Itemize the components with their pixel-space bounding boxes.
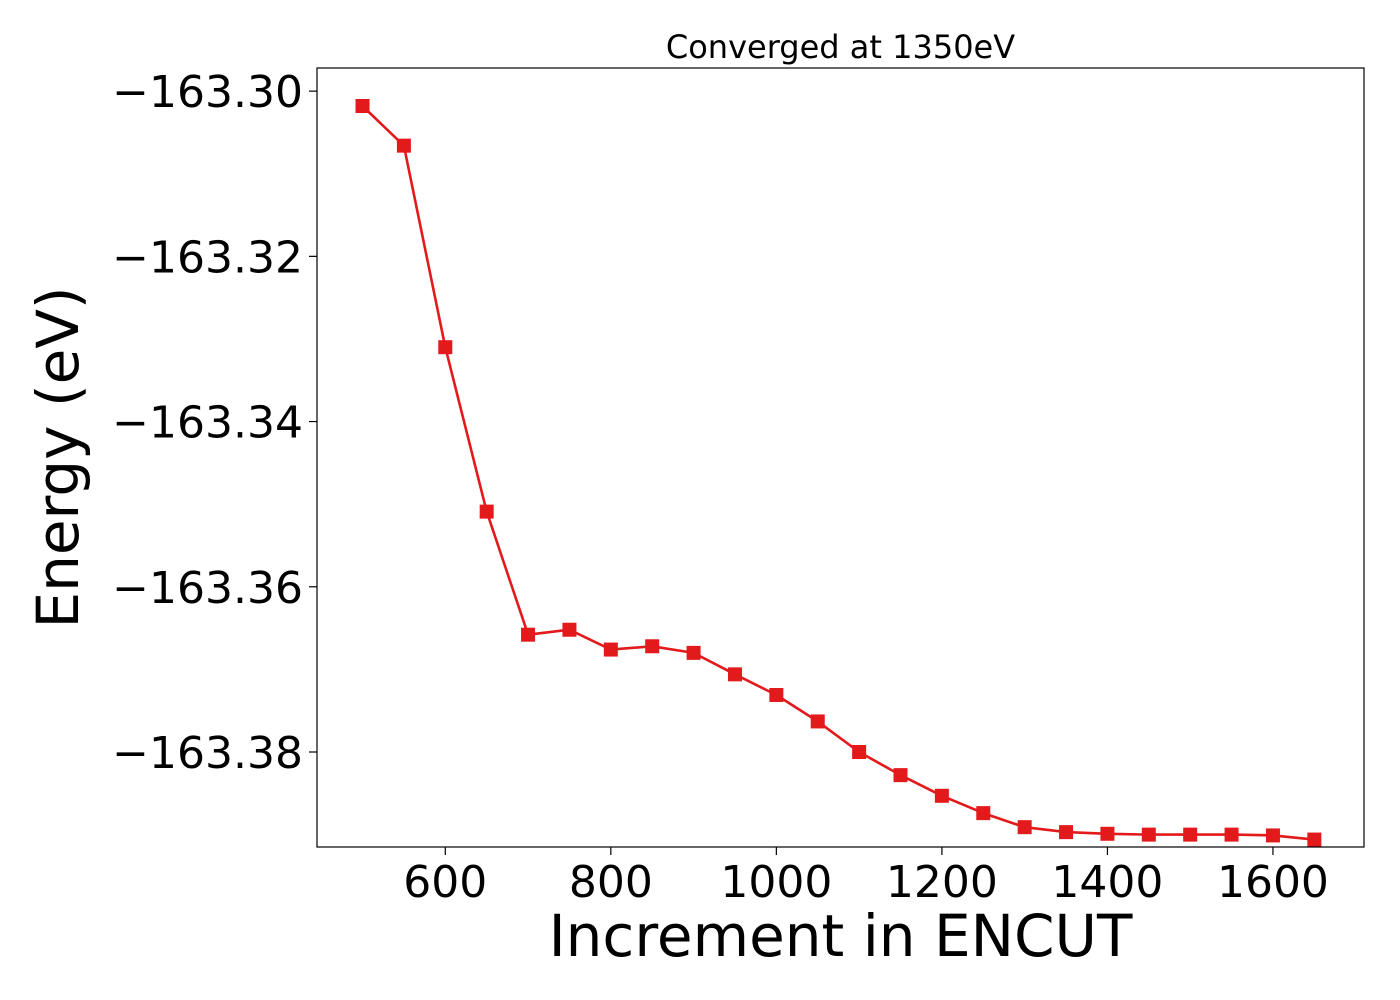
data-point-marker — [438, 340, 453, 355]
x-axis: 600 800 1000 1200 1400 1600 — [403, 847, 1329, 908]
data-point-marker — [1017, 820, 1032, 835]
plot-frame — [316, 67, 1365, 848]
data-point-marker — [893, 768, 908, 783]
y-tick-label: −163.38 — [112, 728, 303, 779]
data-point-marker — [1141, 827, 1156, 842]
data-point-marker — [396, 138, 411, 153]
data-point-marker — [562, 622, 577, 637]
data-point-marker — [1224, 827, 1239, 842]
y-tick-label: −163.36 — [112, 563, 303, 614]
x-tick-label: 1000 — [720, 857, 832, 908]
x-tick-label: 1400 — [1051, 857, 1163, 908]
data-point-marker — [810, 714, 825, 729]
series-layer — [355, 99, 1322, 847]
data-point-marker — [355, 99, 370, 113]
data-point-marker — [479, 504, 494, 519]
x-tick-label: 600 — [403, 857, 487, 908]
x-axis-label: Increment in ENCUT — [549, 902, 1133, 970]
x-tick-label: 1200 — [886, 857, 998, 908]
data-point-marker — [645, 639, 660, 654]
y-tick-label: −163.34 — [112, 398, 303, 449]
y-tick-label: −163.30 — [112, 67, 303, 118]
data-point-marker — [603, 642, 618, 657]
data-point-marker — [1265, 828, 1280, 843]
data-point-marker — [727, 667, 742, 682]
data-point-marker — [1183, 827, 1198, 842]
data-point-marker — [686, 645, 701, 660]
x-tick-label: 1600 — [1217, 857, 1329, 908]
data-point-marker — [934, 788, 949, 803]
data-point-marker — [769, 688, 784, 702]
chart-title: Converged at 1350eV — [666, 28, 1015, 66]
y-axis-label: Energy (eV) — [24, 286, 92, 628]
data-point-marker — [976, 806, 991, 821]
data-point-marker — [1100, 826, 1115, 841]
y-tick-label: −163.32 — [112, 232, 303, 283]
data-point-marker — [521, 627, 536, 642]
data-point-marker — [1307, 832, 1322, 847]
x-tick-label: 800 — [569, 857, 653, 908]
y-axis: −163.30 −163.32 −163.34 −163.36 −163.38 — [112, 67, 317, 779]
series-line — [361, 105, 1315, 841]
data-point-marker — [1059, 825, 1074, 840]
data-point-marker — [852, 745, 867, 759]
